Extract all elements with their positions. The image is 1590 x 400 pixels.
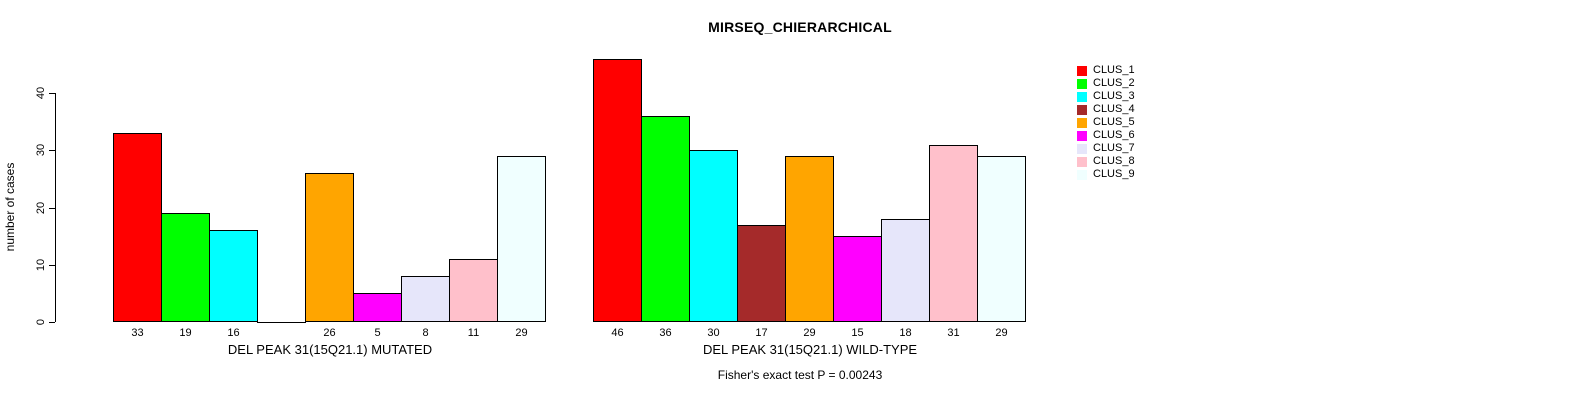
bar-clus_9 [977, 156, 1026, 322]
legend-swatch-icon [1077, 130, 1087, 141]
bar-value-label: 17 [755, 327, 768, 339]
bar-clus_7 [881, 219, 930, 322]
legend: CLUS_1 CLUS_2 CLUS_3 CLUS_4 CLUS_5 CLUS_6 CLUS… [1077, 64, 1135, 181]
bar-clus_6 [353, 293, 402, 322]
legend-entry: CLUS_2 [1077, 77, 1135, 90]
bar-clus_1 [113, 133, 162, 322]
bar-clus_3 [209, 230, 258, 322]
bar-value-label: 16 [227, 327, 240, 339]
bar-value-label: 15 [851, 327, 864, 339]
legend-label: CLUS_9 [1093, 168, 1135, 180]
bar-value-label: 29 [515, 327, 528, 339]
legend-entry: CLUS_7 [1077, 142, 1135, 155]
y-tick-label: 10 [35, 258, 47, 271]
legend-entry: CLUS_1 [1077, 64, 1135, 77]
legend-swatch-icon [1077, 91, 1087, 102]
bar-value-label: 29 [803, 327, 816, 339]
y-tick-label: 0 [35, 318, 47, 326]
y-axis-line [55, 93, 56, 322]
bar-clus_9 [497, 156, 546, 322]
bar-value-label: 36 [659, 327, 672, 339]
bar-value-label: 31 [947, 327, 960, 339]
legend-swatch-icon [1077, 117, 1087, 128]
bar-value-label: 18 [899, 327, 912, 339]
bar-clus_6 [833, 236, 882, 322]
bar-clus_7 [401, 276, 450, 322]
legend-label: CLUS_1 [1093, 64, 1135, 76]
x-axis-label-mutated: DEL PEAK 31(15Q21.1) MUTATED [227, 342, 433, 357]
legend-swatch-icon [1077, 143, 1087, 154]
legend-swatch-icon [1077, 169, 1087, 180]
bar-clus_4 [737, 224, 786, 322]
bar-clus_2 [161, 213, 210, 322]
legend-entry: CLUS_4 [1077, 103, 1135, 116]
legend-swatch-icon [1077, 104, 1087, 115]
y-tick-mark [49, 322, 55, 323]
chart-title: MIRSEQ_CHIERARCHICAL [708, 19, 892, 35]
bar-value-label: 26 [323, 327, 336, 339]
y-tick-label: 20 [35, 201, 47, 214]
bar-value-label: 29 [995, 327, 1008, 339]
y-tick-mark [49, 264, 55, 266]
legend-swatch-icon [1077, 156, 1087, 167]
x-axis-label-wildtype: DEL PEAK 31(15Q21.1) WILD-TYPE [702, 342, 918, 357]
bar-value-label: 19 [179, 327, 192, 339]
bar-value-label: 8 [422, 327, 429, 339]
bar-clus_4-zero [257, 322, 306, 323]
legend-label: CLUS_2 [1093, 77, 1135, 89]
legend-entry: CLUS_9 [1077, 168, 1135, 181]
legend-label: CLUS_3 [1093, 90, 1135, 102]
bar-clus_2 [641, 116, 690, 322]
bar-value-label: 33 [131, 327, 144, 339]
legend-entry: CLUS_5 [1077, 116, 1135, 129]
legend-label: CLUS_5 [1093, 116, 1135, 128]
legend-entry: CLUS_6 [1077, 129, 1135, 142]
bar-value-label: 5 [374, 327, 381, 339]
bar-clus_8 [449, 259, 498, 322]
legend-label: CLUS_7 [1093, 142, 1135, 154]
bar-group-wildtype: 46 36 30 17 29 15 18 31 29 [593, 0, 1027, 400]
bar-clus_8 [929, 144, 978, 322]
y-axis-title: number of cases [3, 162, 17, 252]
y-tick-mark [49, 93, 55, 95]
fisher-test-note: Fisher's exact test P = 0.00243 [717, 368, 883, 382]
bar-clus_5 [785, 156, 834, 322]
legend-label: CLUS_8 [1093, 155, 1135, 167]
bar-value-label: 46 [611, 327, 624, 339]
bar-clus_3 [689, 150, 738, 322]
legend-swatch-icon [1077, 78, 1087, 89]
legend-swatch-icon [1077, 65, 1087, 76]
legend-entry: CLUS_3 [1077, 90, 1135, 103]
bar-clus_5 [305, 173, 354, 322]
legend-label: CLUS_4 [1093, 103, 1135, 115]
bar-value-label: 30 [707, 327, 720, 339]
y-tick-label: 40 [35, 87, 47, 100]
bar-value-label: 11 [467, 327, 480, 339]
bar-clus_1 [593, 58, 642, 322]
bar-group-mutated: 33 19 16 26 5 8 11 29 [113, 0, 547, 400]
legend-entry: CLUS_8 [1077, 155, 1135, 168]
y-tick-label: 30 [35, 144, 47, 157]
y-tick-mark [49, 150, 55, 152]
y-tick-mark [49, 207, 55, 209]
legend-label: CLUS_6 [1093, 129, 1135, 141]
